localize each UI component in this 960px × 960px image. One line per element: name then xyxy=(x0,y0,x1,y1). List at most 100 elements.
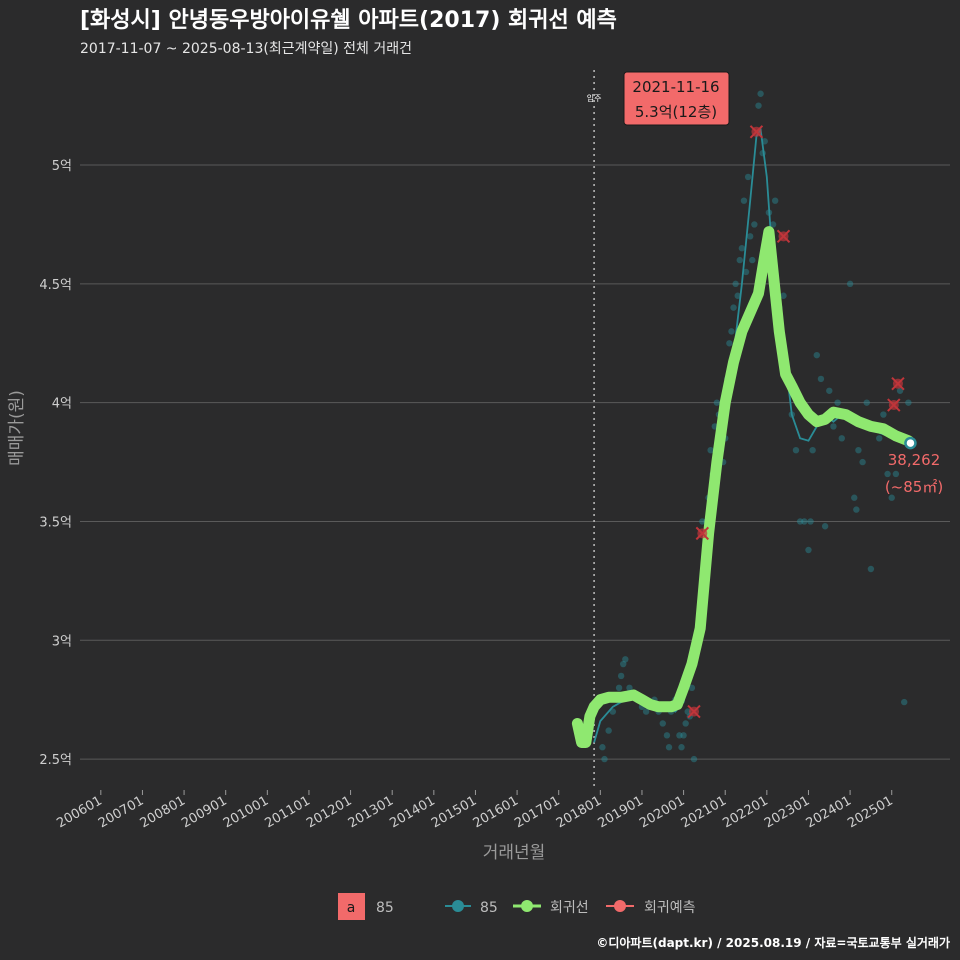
legend-prediction-dot xyxy=(614,900,626,912)
scatter-point xyxy=(615,684,623,692)
scatter-point xyxy=(707,446,714,454)
prediction-cross xyxy=(776,229,791,244)
scatter-point xyxy=(892,470,900,478)
legend-box-label: 85 xyxy=(376,900,394,916)
scatter-point xyxy=(620,660,627,668)
scatter-point xyxy=(617,672,625,680)
legend-regression-dot xyxy=(521,900,533,912)
scatter-point xyxy=(888,494,895,501)
scatter-point xyxy=(846,280,854,288)
legend-prediction-label: 회귀예측 xyxy=(644,900,696,916)
gridlines xyxy=(80,164,950,760)
scatter-point xyxy=(642,708,650,715)
prediction-cross xyxy=(891,376,905,391)
scatter-point xyxy=(665,744,673,751)
y-tick-label: 3억 xyxy=(52,634,72,649)
y-axis-ticks: 2.5억 3억 3.5억 4억 4.5억 5억 xyxy=(39,159,72,768)
scatter-point xyxy=(851,494,858,501)
scatter-point xyxy=(757,90,764,97)
y-tick-label: 4억 xyxy=(52,397,72,412)
chart-title: [화성시] 안녕동우방아이유쉘 아파트(2017) 회귀선 예측 xyxy=(80,8,617,33)
scatter-point xyxy=(676,732,683,739)
prediction-markers xyxy=(687,125,905,719)
scatter-point xyxy=(830,423,837,430)
scatter-point xyxy=(609,708,617,715)
scatter-point xyxy=(807,518,814,525)
legend-85-dot xyxy=(452,900,464,912)
scatter-point xyxy=(769,221,777,228)
prediction-cross xyxy=(695,526,710,541)
footer-credit: ©디아파트(dapt.kr) / 2025.08.19 / 자료=국토교통부 실… xyxy=(596,935,950,950)
scatter-point xyxy=(680,732,687,739)
last-point-price: 38,262 xyxy=(888,451,941,469)
y-tick-label: 5억 xyxy=(52,159,72,174)
scatter-point xyxy=(740,197,748,204)
scatter-point xyxy=(792,446,800,454)
scatter-point xyxy=(796,518,804,525)
scatter-point xyxy=(884,470,891,478)
scatter-point xyxy=(821,523,829,530)
scatter-point xyxy=(859,458,866,466)
scatter-point xyxy=(896,387,904,394)
scatter-point xyxy=(771,197,779,204)
scatter-point xyxy=(663,732,671,739)
move-in-label: 입주 xyxy=(587,94,602,103)
scatter-point xyxy=(813,351,820,359)
scatter-point xyxy=(746,233,754,240)
scatter-point xyxy=(688,684,696,692)
peak-callout: 2021-11-16 5.3억(12층) xyxy=(623,71,730,126)
scatter-point xyxy=(880,411,887,418)
scatter-point xyxy=(605,727,612,734)
scatter-point xyxy=(805,546,812,554)
scatter-point xyxy=(738,245,746,252)
scatter-point xyxy=(699,518,706,525)
scatter-point xyxy=(728,328,735,335)
scatter-point xyxy=(726,340,733,347)
scatter-point xyxy=(809,446,816,454)
scatter-point xyxy=(742,268,750,276)
scatter-point xyxy=(826,387,833,394)
scatter-point xyxy=(838,435,845,442)
scatter-point xyxy=(780,292,787,299)
scatter-point xyxy=(755,102,762,109)
prediction-cross xyxy=(687,704,701,719)
x-axis-title: 거래년월 xyxy=(483,843,546,863)
scatter-point xyxy=(736,256,743,264)
scatter-point xyxy=(678,744,685,751)
y-tick-label: 3.5억 xyxy=(39,515,72,530)
chart-subtitle: 2017-11-07 ~ 2025-08-13(최근계약일) 전체 거래건 xyxy=(80,41,412,57)
scatter-point xyxy=(682,720,689,727)
scatter-point xyxy=(599,744,606,751)
last-point: 38,262 (~85㎡) xyxy=(885,436,943,496)
scatter-point xyxy=(730,304,737,311)
peak-callout-date: 2021-11-16 xyxy=(632,78,719,96)
scatter-point xyxy=(817,375,825,383)
scatter-point xyxy=(713,399,721,406)
legend-box-letter: a xyxy=(347,900,356,916)
scatter-point xyxy=(867,565,875,573)
scatter-point xyxy=(876,435,883,442)
scatter-point xyxy=(690,755,698,763)
scatter-point xyxy=(863,399,870,406)
legend: a 85 85 회귀선 회귀예측 xyxy=(338,893,696,920)
last-point-area: (~85㎡) xyxy=(885,478,943,496)
legend-85-label: 85 xyxy=(480,900,498,916)
scatter-point xyxy=(801,518,808,525)
regression-line xyxy=(571,226,914,748)
scatter-point xyxy=(622,656,629,663)
scatter-point xyxy=(855,446,862,454)
last-point-dot xyxy=(904,436,917,450)
scatter-point xyxy=(751,221,758,228)
scatter-point xyxy=(744,173,752,181)
y-axis-title: 매매가(원) xyxy=(7,390,27,466)
legend-box-swatch xyxy=(338,893,365,920)
scatter-point xyxy=(901,698,908,706)
prediction-cross xyxy=(749,125,764,139)
scatter-point xyxy=(601,755,608,763)
peak-callout-box xyxy=(623,71,730,126)
scatter-point xyxy=(732,280,739,288)
legend-regression-label: 회귀선 xyxy=(550,900,589,916)
scatter-point xyxy=(626,684,633,692)
